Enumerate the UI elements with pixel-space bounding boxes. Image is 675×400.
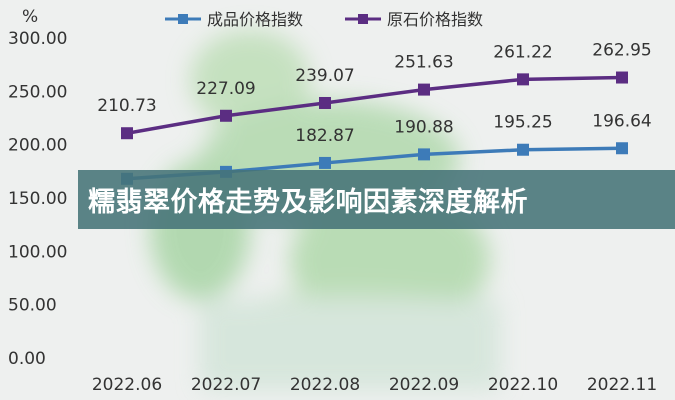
data-label: 261.22 [493, 42, 552, 62]
data-label: 239.07 [295, 66, 354, 86]
x-tick-label: 2022.10 [488, 375, 558, 395]
data-point [319, 96, 331, 109]
data-point [418, 148, 430, 161]
x-tick-label: 2022.07 [191, 375, 261, 395]
data-point [517, 143, 529, 156]
data-label: 190.88 [394, 117, 453, 137]
legend-marker [358, 14, 368, 24]
data-label: 182.87 [295, 126, 354, 146]
y-axis-unit: % [22, 7, 38, 27]
legend-label: 成品价格指数 [207, 10, 303, 29]
data-point [418, 83, 430, 96]
data-point [517, 73, 529, 86]
x-tick-label: 2022.09 [389, 375, 459, 395]
data-label: 262.95 [592, 41, 651, 61]
y-tick-label: 50.00 [8, 296, 57, 316]
title-banner: 糯翡翠价格走势及影响因素深度解析 [78, 170, 675, 229]
data-label: 196.64 [592, 111, 651, 131]
data-point [121, 127, 133, 140]
data-point [319, 156, 331, 169]
y-tick-label: 200.00 [8, 136, 67, 156]
x-tick-label: 2022.11 [587, 375, 657, 395]
legend-marker [178, 14, 188, 24]
y-tick-label: 150.00 [8, 189, 67, 209]
data-label: 195.25 [493, 113, 552, 133]
series-line [126, 75, 623, 135]
banner-title: 糯翡翠价格走势及影响因素深度解析 [88, 187, 528, 218]
data-label: 210.73 [97, 96, 156, 116]
y-tick-label: 0.00 [8, 349, 46, 369]
y-tick-label: 100.00 [8, 242, 67, 262]
data-label: 227.09 [196, 79, 255, 99]
x-tick-label: 2022.08 [290, 375, 360, 395]
legend-label: 原石价格指数 [387, 10, 483, 29]
data-point [616, 71, 628, 84]
data-point [616, 142, 628, 155]
y-tick-label: 250.00 [8, 82, 67, 102]
data-point [220, 109, 232, 122]
y-tick-label: 300.00 [8, 29, 67, 49]
x-tick-label: 2022.06 [92, 375, 162, 395]
data-label: 251.63 [394, 53, 453, 73]
